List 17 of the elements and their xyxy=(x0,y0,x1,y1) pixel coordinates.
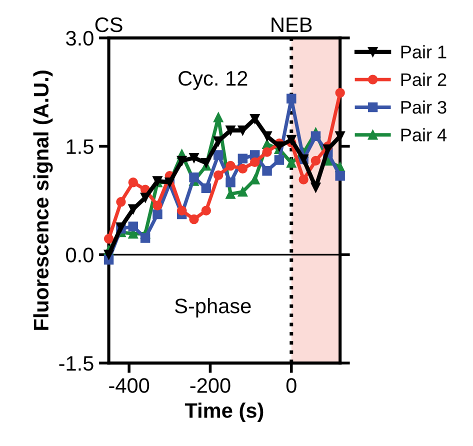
text: CS xyxy=(95,17,122,32)
legend-label: Pair 1 xyxy=(401,45,446,58)
x-tick-label: 0 xyxy=(286,378,296,393)
x-axis-title: Time (s) xyxy=(184,402,264,422)
y-axis-title: Fluorescence signal (A.U.) xyxy=(33,70,53,330)
y-tick-label: 1.5 xyxy=(66,140,94,154)
legend-label: Pair 2 xyxy=(401,72,446,86)
ref-line-label: NEB xyxy=(272,18,312,32)
y-tick-label: 3.0 xyxy=(66,30,94,46)
annotation: S-phase xyxy=(175,298,251,318)
legend-label: Pair 4 xyxy=(401,128,447,142)
annotation: Cyc. 12 xyxy=(178,71,248,90)
y-tick-label: 0.0 xyxy=(66,248,94,262)
x-tick-label: -400 xyxy=(109,378,150,393)
y-tick-label: -1.5 xyxy=(59,356,94,371)
x-tick-label: -200 xyxy=(190,378,230,393)
legend-label: Pair 3 xyxy=(401,100,446,114)
